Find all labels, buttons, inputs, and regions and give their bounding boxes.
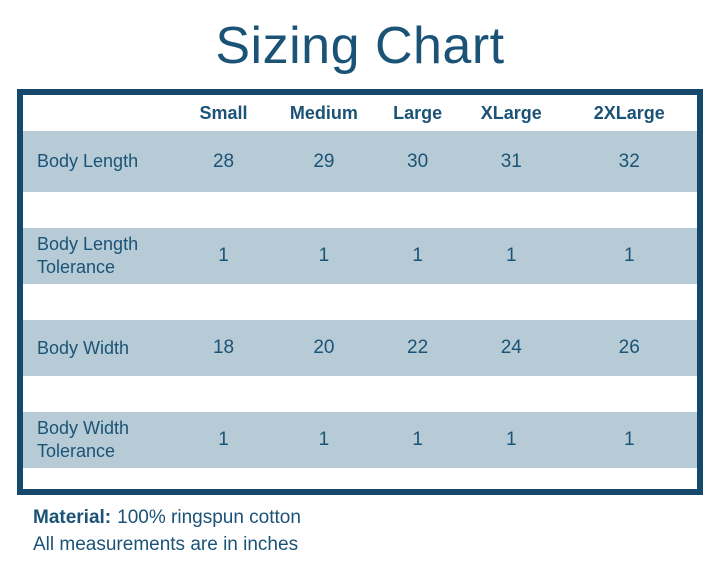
measurement-note: All measurements are in inches bbox=[33, 534, 299, 555]
table-row-body-length-tolerance: Body Length Tolerance 1 1 1 1 1 bbox=[23, 228, 697, 284]
cell-value: 1 bbox=[173, 228, 274, 284]
column-header-blank bbox=[23, 95, 174, 131]
row-spacer bbox=[23, 192, 697, 228]
cell-value: 30 bbox=[374, 131, 462, 192]
page-title: Sizing Chart bbox=[215, 17, 505, 75]
cell-value: 29 bbox=[273, 131, 375, 192]
cell-value: 1 bbox=[561, 228, 697, 284]
column-header-large: Large bbox=[374, 95, 462, 131]
header-row: Small Medium Large XLarge 2XLarge bbox=[23, 95, 697, 131]
cell-value: 1 bbox=[173, 412, 274, 468]
cell-value: 18 bbox=[173, 320, 274, 376]
cell-value: 1 bbox=[561, 412, 697, 468]
row-spacer bbox=[23, 376, 697, 412]
cell-value: 1 bbox=[273, 412, 375, 468]
table-row-body-width-tolerance: Body Width Tolerance 1 1 1 1 1 bbox=[23, 412, 697, 468]
cell-value: 1 bbox=[461, 228, 562, 284]
sizing-table-frame: Small Medium Large XLarge 2XLarge Body L… bbox=[17, 89, 703, 495]
material-line: Material: 100% ringspun cotton bbox=[33, 504, 720, 531]
row-spacer bbox=[23, 284, 697, 320]
row-label: Body Length Tolerance bbox=[23, 228, 174, 284]
row-label: Body Length bbox=[23, 131, 174, 192]
cell-value: 31 bbox=[461, 131, 562, 192]
column-header-small: Small bbox=[173, 95, 274, 131]
sizing-table: Small Medium Large XLarge 2XLarge Body L… bbox=[23, 95, 697, 489]
cell-value: 1 bbox=[374, 412, 462, 468]
row-label: Body Width bbox=[23, 320, 174, 376]
material-label: Material: bbox=[33, 507, 112, 528]
cell-value: 1 bbox=[461, 412, 562, 468]
material-value: 100% ringspun cotton bbox=[117, 507, 301, 528]
cell-value: 24 bbox=[461, 320, 562, 376]
cell-value: 28 bbox=[173, 131, 274, 192]
cell-value: 1 bbox=[273, 228, 375, 284]
cell-value: 22 bbox=[374, 320, 462, 376]
row-spacer bbox=[23, 468, 697, 489]
table-row-body-length: Body Length 28 29 30 31 32 bbox=[23, 131, 697, 192]
table-row-body-width: Body Width 18 20 22 24 26 bbox=[23, 320, 697, 376]
footer-notes: Material: 100% ringspun cotton All measur… bbox=[33, 504, 720, 558]
cell-value: 20 bbox=[273, 320, 375, 376]
cell-value: 26 bbox=[561, 320, 697, 376]
column-header-xlarge: XLarge bbox=[461, 95, 562, 131]
row-label: Body Width Tolerance bbox=[23, 412, 174, 468]
cell-value: 1 bbox=[374, 228, 462, 284]
column-header-medium: Medium bbox=[273, 95, 375, 131]
cell-value: 32 bbox=[561, 131, 697, 192]
column-header-2xlarge: 2XLarge bbox=[561, 95, 697, 131]
